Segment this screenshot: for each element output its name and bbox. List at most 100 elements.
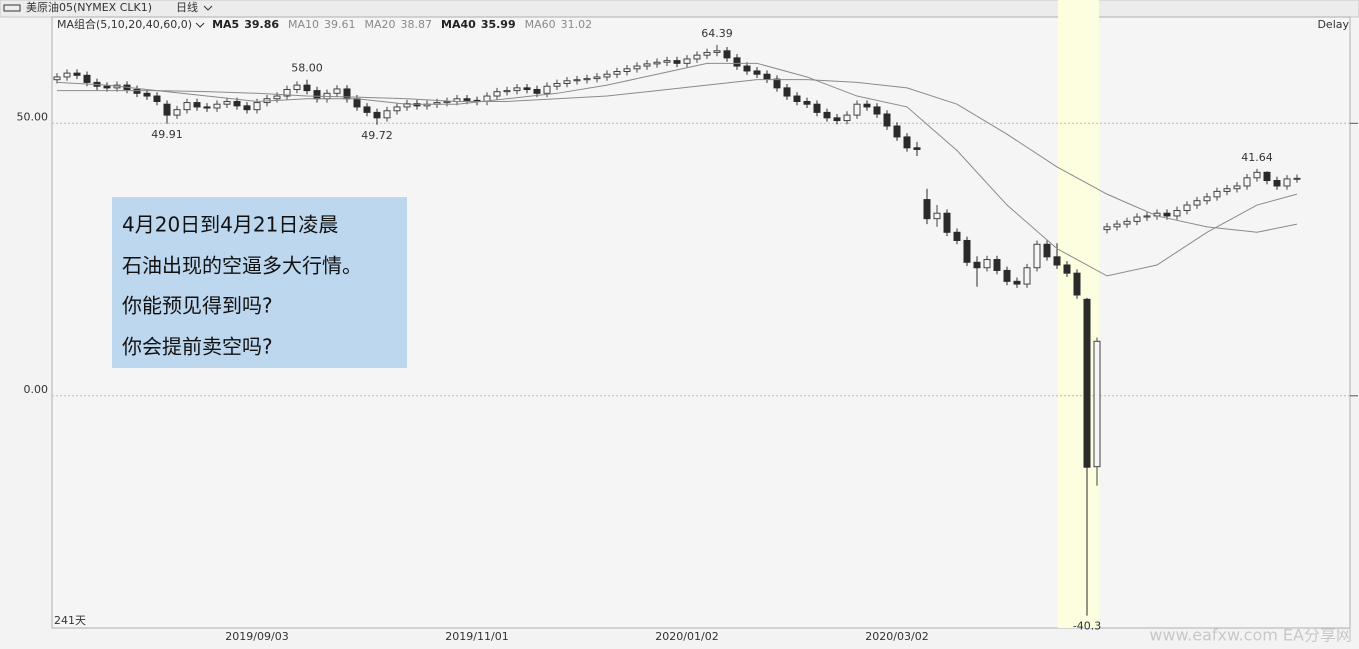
candle-body bbox=[903, 136, 911, 149]
candle-body bbox=[403, 103, 411, 108]
candle-body bbox=[243, 105, 251, 111]
candle-body bbox=[983, 259, 991, 269]
candle-body bbox=[503, 90, 511, 93]
candle-body bbox=[563, 80, 571, 84]
candle-body bbox=[573, 79, 581, 82]
day-count: 241天 bbox=[54, 614, 86, 627]
candle-body bbox=[653, 61, 661, 65]
legend-value: 35.99 bbox=[481, 18, 516, 31]
candle-body bbox=[283, 88, 291, 97]
note-line: 石油出现的空逼多大行情。 bbox=[122, 254, 362, 278]
candle-body bbox=[1273, 180, 1281, 187]
instrument[interactable]: 美原油05(NYMEX CLK1) bbox=[26, 0, 152, 14]
extreme-label: 41.64 bbox=[1241, 151, 1273, 164]
ma-line bbox=[57, 79, 1298, 233]
legend-value: 39.86 bbox=[244, 18, 279, 31]
candle-body bbox=[383, 110, 391, 119]
candle-body bbox=[163, 103, 171, 116]
candle-body bbox=[253, 102, 261, 111]
candle-body bbox=[103, 85, 111, 89]
candle-body bbox=[293, 84, 301, 90]
candle-body bbox=[943, 212, 951, 233]
legend-value: 38.87 bbox=[401, 18, 433, 31]
candle-body bbox=[1103, 226, 1111, 231]
candle-body bbox=[593, 76, 601, 80]
legend-name: MA10 bbox=[288, 18, 319, 31]
candle-body bbox=[643, 63, 651, 67]
candle-body bbox=[1013, 280, 1021, 285]
candle-body bbox=[583, 78, 591, 81]
extreme-label: 64.39 bbox=[701, 27, 733, 40]
candle-body bbox=[1053, 256, 1061, 266]
candle-body bbox=[1063, 264, 1071, 274]
candle-body bbox=[1033, 243, 1041, 269]
extreme-label: 58.00 bbox=[291, 62, 323, 75]
candle-body bbox=[873, 106, 881, 115]
legend-name: MA5 bbox=[212, 18, 239, 31]
candle-body bbox=[1113, 223, 1121, 228]
candle-body bbox=[203, 106, 211, 109]
candle-body bbox=[183, 102, 191, 111]
candle-body bbox=[143, 92, 151, 97]
candle-body bbox=[673, 60, 681, 64]
candle-body bbox=[723, 50, 731, 59]
candle-body bbox=[923, 199, 931, 220]
candle-body bbox=[73, 72, 81, 76]
delay: Delay bbox=[1317, 18, 1349, 31]
candle-body bbox=[213, 103, 221, 109]
candle-body bbox=[633, 65, 641, 70]
candle-body bbox=[973, 261, 981, 269]
candle-body bbox=[223, 100, 231, 105]
candle-body bbox=[1143, 215, 1151, 218]
candle-body bbox=[1293, 177, 1301, 180]
candle-body bbox=[623, 68, 631, 73]
candle-body bbox=[683, 58, 691, 64]
candle-body bbox=[933, 212, 941, 220]
candle-body bbox=[773, 78, 781, 89]
candle-body bbox=[133, 88, 141, 94]
candle-body bbox=[663, 60, 671, 63]
x-tick-label: 2020/03/02 bbox=[865, 630, 928, 643]
legend-name: MA40 bbox=[441, 18, 476, 31]
candle-body bbox=[823, 111, 831, 119]
x-tick-label: 2019/09/03 bbox=[225, 630, 288, 643]
candle-body bbox=[193, 102, 201, 108]
candle-body bbox=[1213, 190, 1221, 198]
note-line: 4月20日到4月21日凌晨 bbox=[122, 213, 338, 237]
candle-body bbox=[1193, 200, 1201, 206]
candle-body bbox=[1223, 188, 1231, 192]
candle-body bbox=[803, 100, 811, 105]
plot: 0.00 50.00 2019/09/03 2019/11/01 2020/01/02 2… bbox=[17, 27, 1358, 643]
candle-body bbox=[533, 88, 541, 94]
candle-body bbox=[1233, 185, 1241, 190]
candle-body bbox=[713, 50, 721, 53]
watermark: www.eafxw.com EA分享网 bbox=[1149, 626, 1352, 645]
candle-body bbox=[813, 103, 821, 113]
note-line: 你会提前卖空吗? bbox=[122, 335, 273, 359]
candle-body bbox=[1173, 209, 1181, 217]
candle-body bbox=[1043, 243, 1051, 258]
candle-body bbox=[1263, 171, 1271, 182]
candle-body bbox=[333, 88, 341, 94]
candle-body bbox=[893, 125, 901, 138]
period[interactable]: 日线 bbox=[176, 0, 198, 14]
candle-body bbox=[763, 73, 771, 80]
legend-value: 39.61 bbox=[324, 18, 356, 31]
candle-body bbox=[553, 82, 561, 87]
candle-body bbox=[513, 87, 521, 92]
highlight-band bbox=[1058, 0, 1099, 628]
candle-body bbox=[993, 259, 1001, 271]
candle-body bbox=[1133, 216, 1141, 222]
candle-body bbox=[1163, 212, 1171, 217]
ma-group[interactable]: MA组合(5,10,20,40,60,0) bbox=[57, 17, 192, 31]
candle-body bbox=[83, 74, 91, 83]
candle-body bbox=[863, 103, 871, 108]
candle-body bbox=[963, 239, 971, 263]
candle-body bbox=[173, 109, 181, 116]
candle-body bbox=[153, 95, 161, 102]
candle-body bbox=[913, 147, 921, 150]
candle-body bbox=[883, 113, 891, 127]
candle-body bbox=[63, 72, 71, 78]
